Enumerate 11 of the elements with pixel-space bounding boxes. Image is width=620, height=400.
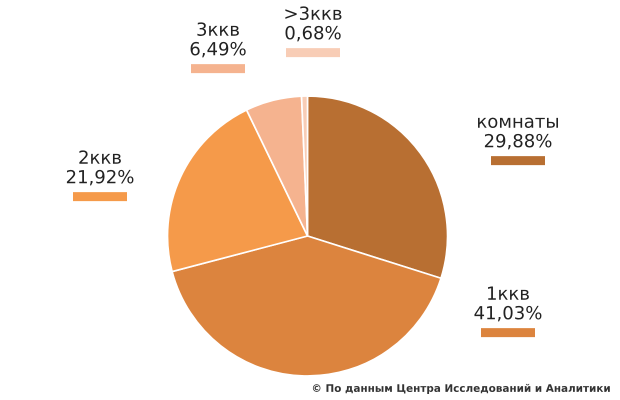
- slice-label: 3ккв: [197, 22, 239, 36]
- data-label: 0,68%: [286, 26, 341, 42]
- data-label: 41,03%: [474, 306, 542, 322]
- slice-label: >3ккв: [285, 6, 342, 20]
- data-label: 6,49%: [190, 42, 246, 58]
- slice-label: 1ккв: [488, 286, 529, 300]
- slice-label: 2ккв: [79, 150, 121, 164]
- data-label: 29,88%: [484, 134, 552, 150]
- slice-label: комнаты: [478, 118, 558, 128]
- text: © По данным Центра Исследований и Аналитики: [312, 384, 610, 394]
- data-label: 21,92%: [66, 170, 134, 186]
